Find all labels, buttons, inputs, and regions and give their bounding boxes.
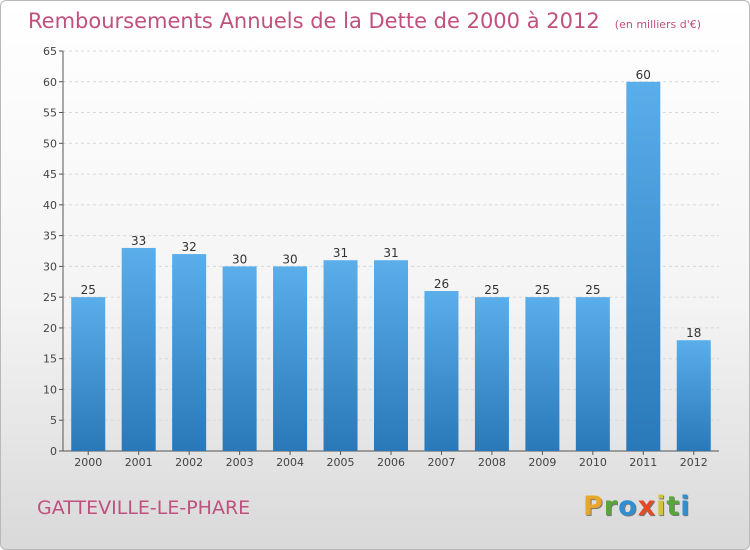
y-tick-label: 35 <box>43 230 57 243</box>
y-tick-label: 25 <box>43 291 57 304</box>
x-tick-label: 2007 <box>427 456 455 469</box>
value-label: 30 <box>232 252 247 266</box>
x-tick-label: 2006 <box>377 456 405 469</box>
value-label: 25 <box>585 283 600 297</box>
title-row: Remboursements Annuels de la Dette de 20… <box>28 9 701 33</box>
x-tick-label: 2011 <box>629 456 657 469</box>
value-label: 31 <box>333 246 348 260</box>
y-tick-label: 45 <box>43 168 57 181</box>
bar <box>172 254 207 451</box>
value-label: 26 <box>434 277 449 291</box>
value-label: 18 <box>686 326 701 340</box>
bar <box>525 297 560 451</box>
x-tick-label: 2004 <box>276 456 304 469</box>
y-tick-label: 0 <box>50 445 57 458</box>
y-tick-label: 5 <box>50 414 57 427</box>
y-tick-label: 15 <box>43 353 57 366</box>
proxiti-logo: Proxiti <box>583 491 691 522</box>
x-tick-label: 2010 <box>579 456 607 469</box>
bar <box>71 297 106 451</box>
bar <box>374 260 408 451</box>
y-tick-label: 10 <box>43 383 57 396</box>
y-tick-label: 50 <box>43 137 57 150</box>
value-label: 60 <box>636 68 651 82</box>
logo-letter: x <box>637 491 657 522</box>
x-tick-label: 2000 <box>74 456 102 469</box>
logo-letter: t <box>666 491 681 522</box>
value-label: 30 <box>282 252 297 266</box>
chart-subtitle: (en milliers d'€) <box>614 18 702 31</box>
value-label: 32 <box>182 240 197 254</box>
x-tick-label: 2008 <box>478 456 506 469</box>
logo-letter: i <box>680 491 691 522</box>
bar <box>424 291 459 451</box>
bar <box>474 297 509 451</box>
y-tick-label: 30 <box>43 260 57 273</box>
value-label: 33 <box>131 234 146 248</box>
x-tick-label: 2001 <box>125 456 153 469</box>
bar <box>626 81 661 452</box>
x-tick-label: 2002 <box>175 456 203 469</box>
y-tick-label: 20 <box>43 322 57 335</box>
value-label: 25 <box>535 283 550 297</box>
x-tick-label: 2003 <box>226 456 254 469</box>
bar <box>323 260 358 451</box>
y-tick-label: 60 <box>43 76 57 89</box>
logo-letter: o <box>618 491 638 522</box>
logo-letter: i <box>656 491 667 522</box>
value-label: 25 <box>484 283 499 297</box>
y-tick-label: 65 <box>43 45 57 58</box>
value-label: 25 <box>81 283 96 297</box>
y-tick-label: 55 <box>43 107 57 120</box>
x-tick-label: 2009 <box>528 456 556 469</box>
bar <box>575 297 610 451</box>
city-name: GATTEVILLE-LE-PHARE <box>37 497 251 519</box>
value-label: 31 <box>383 246 398 260</box>
x-tick-label: 2012 <box>680 456 708 469</box>
x-tick-label: 2005 <box>327 456 355 469</box>
logo-letter: r <box>603 491 619 522</box>
chart-title: Remboursements Annuels de la Dette de 20… <box>28 9 600 33</box>
y-tick-label: 40 <box>43 199 57 212</box>
bar <box>676 340 711 451</box>
logo-letter: P <box>583 491 604 522</box>
bar <box>121 247 156 451</box>
bar <box>222 266 257 451</box>
bar <box>273 266 308 451</box>
